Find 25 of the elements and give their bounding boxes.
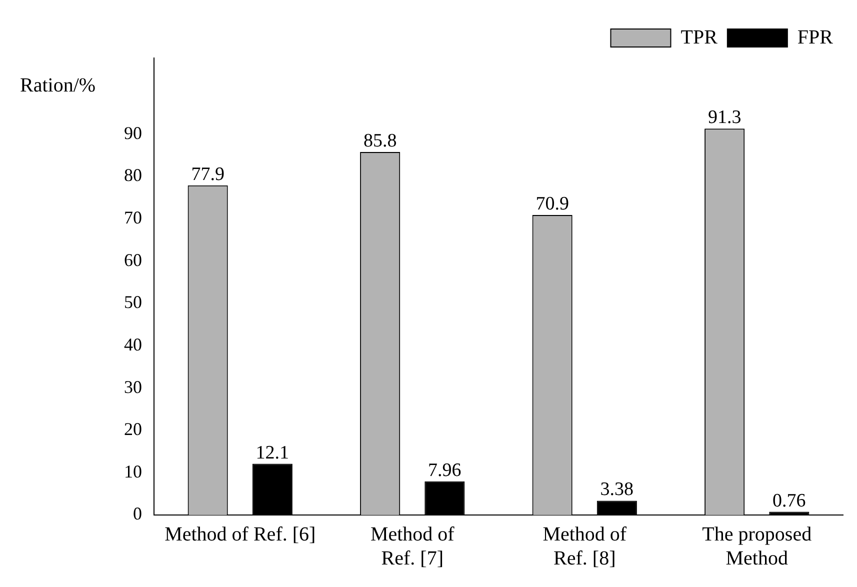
- data-label: 77.9: [191, 164, 224, 185]
- data-label: 3.38: [600, 479, 634, 500]
- y-tick-label: 20: [124, 419, 142, 440]
- x-tick-label: The proposed Method: [702, 523, 812, 570]
- y-axis-title: Ration/%: [20, 74, 96, 96]
- legend-label: TPR: [680, 26, 718, 48]
- legend-label: FPR: [797, 26, 834, 48]
- y-tick-label: 60: [124, 250, 142, 270]
- y-tick-label: 80: [124, 165, 142, 186]
- y-tick-label: 30: [124, 376, 142, 397]
- y-tick-label: 70: [124, 208, 142, 228]
- data-label: 0.76: [772, 490, 806, 512]
- data-label: 7.96: [428, 460, 462, 481]
- data-label: 85.8: [363, 130, 397, 152]
- data-label: 12.1: [256, 442, 290, 464]
- y-tick-label: 10: [124, 461, 142, 482]
- data-label: 70.9: [536, 193, 569, 214]
- y-tick-label: 40: [124, 334, 142, 354]
- y-tick-label: 90: [124, 122, 142, 143]
- x-tick-label: Method of Ref. [6]: [164, 523, 316, 546]
- y-tick-label: 0: [133, 504, 142, 524]
- x-tick-label: Method of Ref. [8]: [542, 523, 627, 570]
- data-label: 91.3: [708, 107, 742, 128]
- y-tick-label: 50: [124, 292, 142, 312]
- x-tick-label: Method of Ref. [7]: [370, 523, 455, 570]
